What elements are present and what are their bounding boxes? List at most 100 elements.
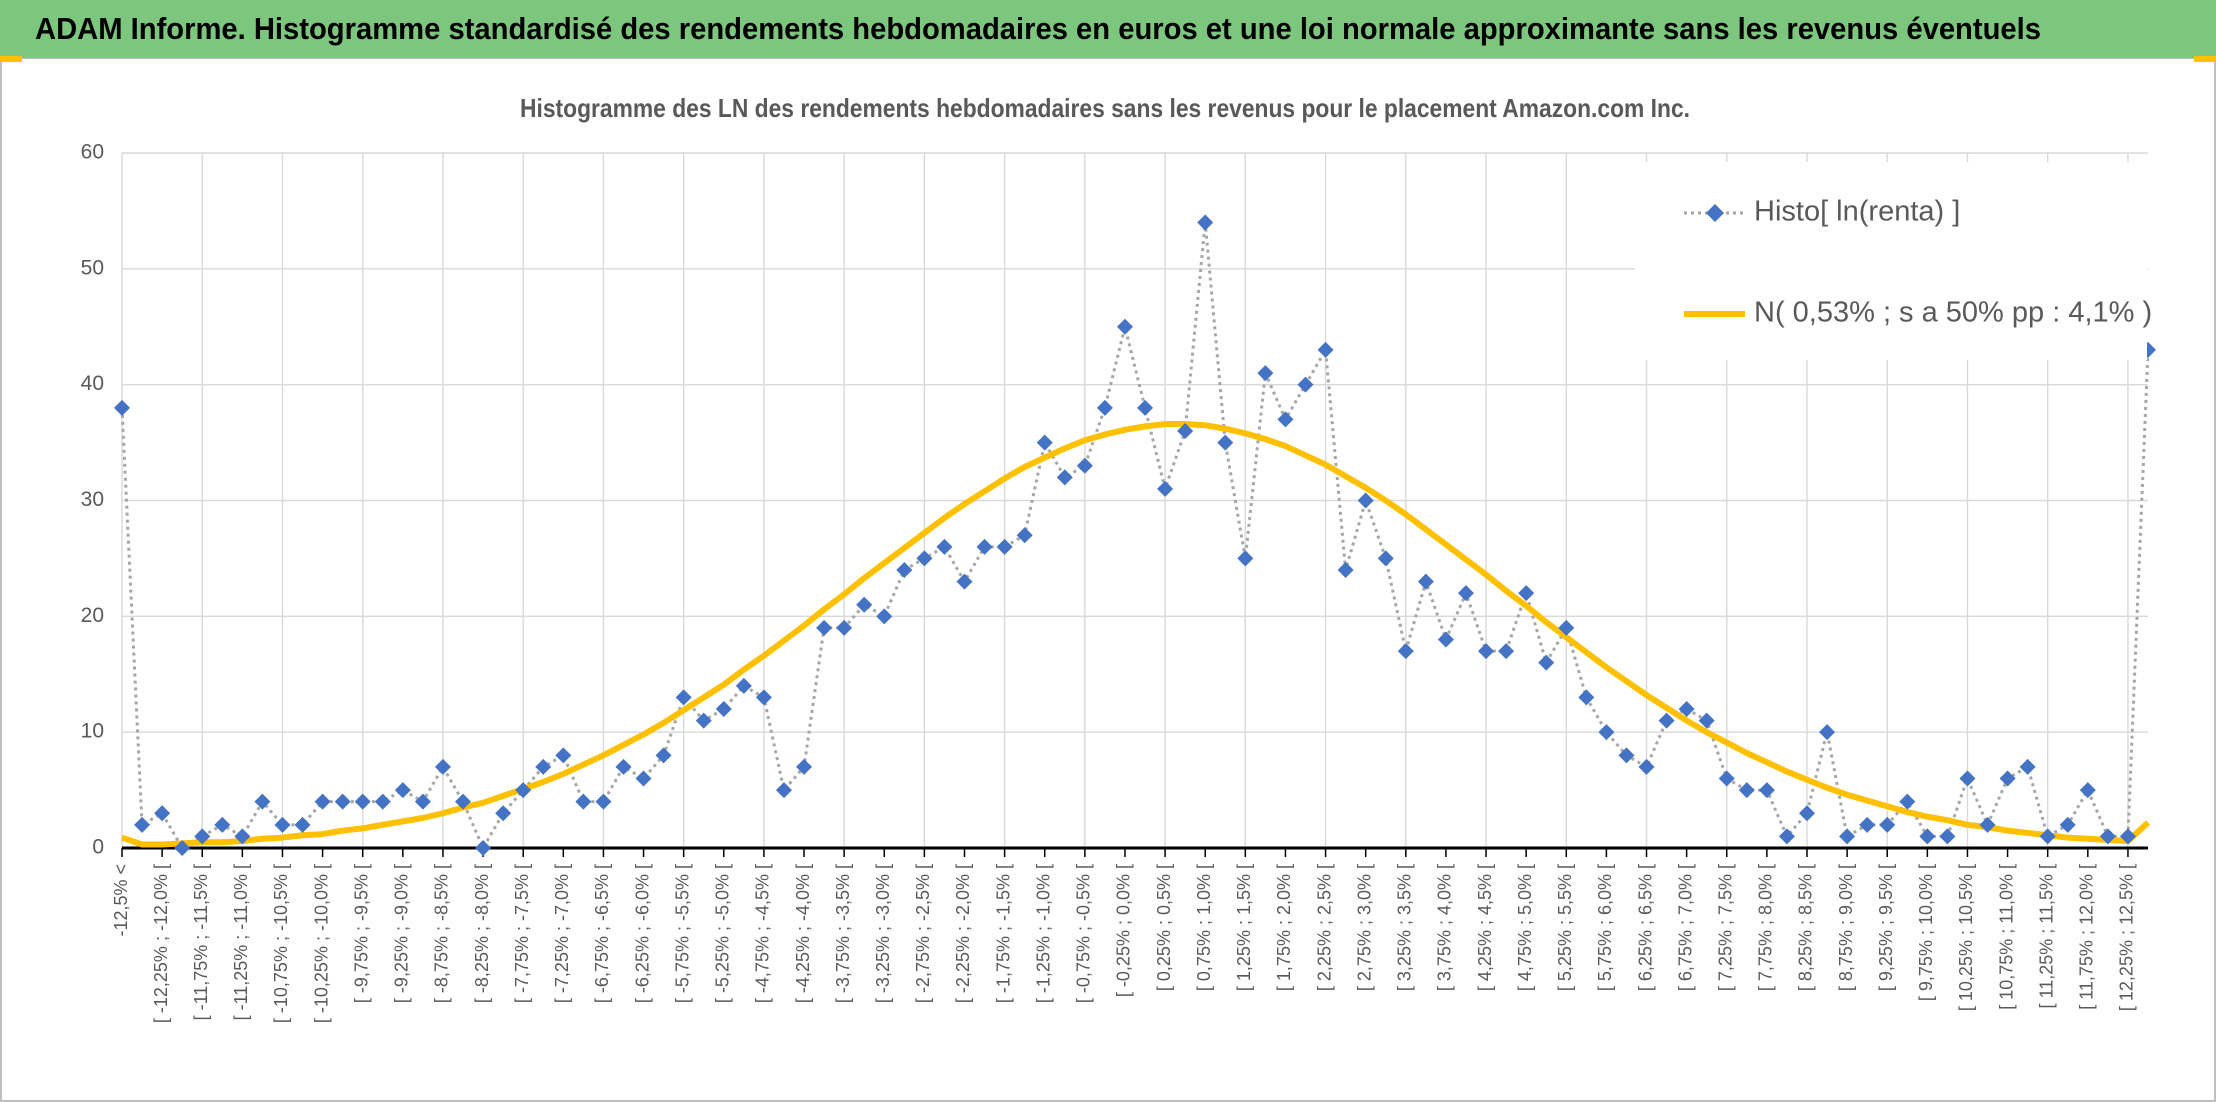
x-tick-label: [ 7,75% ; 8,0% [ bbox=[1756, 864, 1776, 991]
data-point bbox=[1337, 562, 1354, 578]
x-tick-label: [ 10,75% ; 11,0% [ bbox=[1996, 864, 2016, 1010]
x-tick-label: [ -1,75% ; -1,5% [ bbox=[993, 864, 1013, 1003]
data-point bbox=[234, 828, 251, 845]
data-point bbox=[374, 793, 391, 810]
data-point bbox=[2099, 828, 2116, 845]
x-tick-label: [ -2,25% ; -2,0% [ bbox=[953, 864, 973, 1003]
x-tick-label: [ 3,75% ; 4,0% [ bbox=[1435, 864, 1455, 991]
data-point bbox=[1618, 747, 1635, 764]
x-tick-label: [ -8,25% ; -8,0% [ bbox=[472, 864, 492, 1003]
data-point bbox=[1939, 828, 1956, 845]
data-point bbox=[695, 712, 712, 729]
x-tick-label: [ -3,75% ; -3,5% [ bbox=[833, 864, 853, 1003]
x-tick-label: [ 2,75% ; 3,0% [ bbox=[1354, 864, 1374, 991]
x-tick-label: [ -10,75% ; -10,5% [ bbox=[271, 864, 291, 1023]
data-point bbox=[354, 793, 371, 810]
x-tick-label: [ 7,25% ; 7,5% [ bbox=[1716, 864, 1736, 991]
y-tick-label: 50 bbox=[81, 256, 104, 279]
data-point bbox=[314, 793, 331, 810]
data-point bbox=[1317, 341, 1334, 358]
x-tick-label: [ -7,25% ; -7,0% [ bbox=[552, 864, 572, 1003]
header-bar bbox=[0, 0, 2216, 58]
x-tick-label: [ -11,75% ; -11,5% [ bbox=[191, 864, 211, 1020]
data-point bbox=[1277, 411, 1294, 428]
x-tick-label: [ 5,75% ; 6,0% [ bbox=[1595, 864, 1615, 991]
data-point bbox=[254, 793, 271, 810]
data-point bbox=[1177, 423, 1194, 439]
x-tick-label: [ 4,75% ; 5,0% [ bbox=[1515, 864, 1535, 991]
x-tick-label: [ 0,75% ; 1,0% [ bbox=[1194, 864, 1214, 991]
data-point bbox=[1076, 457, 1093, 474]
data-point bbox=[555, 747, 572, 764]
data-point bbox=[1859, 816, 1876, 833]
data-point bbox=[294, 816, 311, 833]
x-tick-label: [ 11,25% ; 11,5% [ bbox=[2036, 864, 2056, 1008]
data-point bbox=[956, 573, 973, 590]
x-tick-label: [ 1,25% ; 1,5% [ bbox=[1234, 864, 1254, 991]
x-tick-label: [ 8,75% ; 9,0% [ bbox=[1836, 864, 1856, 991]
y-tick-label: 60 bbox=[81, 141, 104, 164]
data-point bbox=[675, 689, 692, 706]
data-point bbox=[1638, 758, 1655, 775]
data-point bbox=[1959, 770, 1976, 787]
data-point bbox=[1457, 585, 1474, 602]
x-tick-label: [ -11,25% ; -11,0% [ bbox=[231, 864, 251, 1020]
data-point bbox=[1658, 712, 1675, 729]
x-tick-label: [ 6,25% ; 6,5% [ bbox=[1635, 864, 1655, 991]
legend-box bbox=[1635, 162, 2147, 360]
data-point bbox=[1798, 805, 1815, 822]
data-point bbox=[1437, 631, 1454, 648]
data-point bbox=[414, 793, 431, 810]
data-point bbox=[455, 793, 472, 810]
x-tick-label: [ -0,25% ; 0,0% [ bbox=[1114, 864, 1134, 997]
x-tick-label: [ -8,75% ; -8,5% [ bbox=[432, 864, 452, 1003]
data-point bbox=[334, 793, 351, 810]
data-point bbox=[515, 782, 532, 799]
legend-marker bbox=[1706, 204, 1724, 222]
x-tick-label: [ -12,25% ; -12,0% [ bbox=[151, 864, 171, 1023]
x-tick-label: [ 10,25% ; 10,5% [ bbox=[1956, 864, 1976, 1011]
data-point bbox=[1137, 399, 1154, 416]
x-tick-label: [ -4,75% ; -4,5% [ bbox=[753, 864, 773, 1003]
data-point bbox=[394, 782, 411, 799]
x-tick-label: [ 2,25% ; 2,5% [ bbox=[1314, 864, 1334, 991]
page-title: ADAM Informe. Histogramme standardisé de… bbox=[35, 11, 2041, 46]
data-point bbox=[735, 677, 752, 694]
data-point bbox=[796, 758, 813, 775]
corner-mark bbox=[0, 56, 22, 62]
data-point bbox=[2059, 816, 2076, 833]
data-point bbox=[1417, 573, 1434, 590]
data-point bbox=[2039, 828, 2056, 845]
data-point bbox=[1738, 782, 1755, 799]
data-point bbox=[1518, 585, 1535, 602]
data-point bbox=[715, 701, 732, 717]
data-point bbox=[1217, 434, 1234, 451]
data-point bbox=[936, 538, 953, 555]
data-point bbox=[174, 840, 191, 856]
legend-label: Histo[ ln(renta) ] bbox=[1754, 196, 1960, 228]
data-point bbox=[856, 596, 873, 613]
data-point bbox=[1919, 828, 1936, 845]
data-point bbox=[1879, 816, 1896, 833]
data-point bbox=[434, 758, 451, 775]
data-point bbox=[154, 805, 171, 822]
x-tick-label: [ 12,25% ; 12,5% [ bbox=[2117, 864, 2137, 1011]
data-point bbox=[635, 770, 652, 787]
x-tick-label: -12,5% < bbox=[111, 864, 131, 937]
data-point bbox=[1116, 318, 1133, 335]
x-tick-label: [ 8,25% ; 8,5% [ bbox=[1796, 864, 1816, 991]
data-point bbox=[575, 793, 592, 810]
x-tick-label: [ -5,75% ; -5,5% [ bbox=[672, 864, 692, 1003]
data-point bbox=[1237, 550, 1254, 567]
series-line bbox=[121, 421, 2151, 848]
data-point bbox=[1698, 712, 1715, 729]
x-tick-label: [ 1,75% ; 2,0% [ bbox=[1274, 864, 1294, 991]
y-tick-label: 30 bbox=[81, 488, 104, 511]
data-point bbox=[214, 816, 231, 833]
data-point bbox=[1999, 770, 2016, 787]
data-point bbox=[1718, 770, 1735, 787]
data-point bbox=[1397, 643, 1414, 660]
data-point bbox=[1678, 701, 1695, 717]
data-point bbox=[1377, 550, 1394, 567]
